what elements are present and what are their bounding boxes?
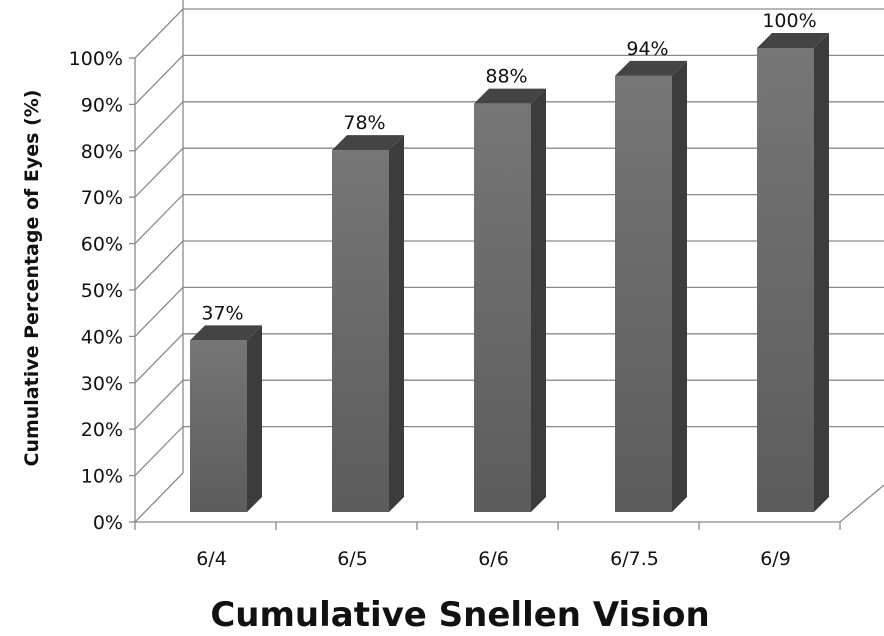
data-label: 100%	[762, 10, 816, 32]
floor-edge	[133, 472, 884, 523]
x-tick-label: 6/5	[337, 548, 368, 570]
y-tick-label: 20%	[81, 419, 123, 441]
bar-top	[474, 88, 546, 104]
y-tick-label: 70%	[81, 187, 123, 209]
bar	[474, 88, 546, 513]
x-tick-label: 6/6	[478, 548, 509, 570]
y-tick-label: 0%	[93, 512, 123, 534]
data-labels: 37% 78% 88% 94% 100%	[201, 10, 816, 324]
bar-side	[531, 88, 546, 513]
x-axis-title: Cumulative Snellen Vision	[210, 595, 709, 635]
data-label: 88%	[485, 66, 527, 88]
bar-front	[615, 75, 672, 512]
y-tick-label: 50%	[81, 280, 123, 302]
x-tick-labels: 6/4 6/5 6/6 6/7.5 6/9	[196, 548, 791, 570]
y-tick-label: 10%	[81, 466, 123, 488]
y-tick-label: 30%	[81, 373, 123, 395]
bars	[190, 33, 829, 513]
bar-top	[615, 60, 687, 76]
bar-side	[672, 60, 687, 513]
bar-front	[757, 48, 814, 512]
bar	[615, 60, 687, 513]
data-label: 37%	[201, 302, 243, 324]
bar	[757, 33, 829, 512]
x-tick-label: 6/9	[760, 548, 791, 570]
bar	[332, 135, 404, 512]
bar	[190, 325, 262, 512]
bar-top	[332, 135, 404, 151]
bar-top	[757, 33, 829, 48]
bar-front	[474, 103, 531, 513]
bar-side	[247, 325, 262, 512]
x-tick-label: 6/4	[196, 548, 227, 570]
bar-top	[190, 325, 262, 341]
y-tick-label: 90%	[81, 94, 123, 116]
y-tick-label: 40%	[81, 326, 123, 348]
axes	[129, 0, 884, 530]
x-tick-label: 6/7.5	[610, 548, 659, 570]
bar-side	[389, 135, 404, 512]
bar-front	[332, 150, 389, 512]
data-label: 78%	[343, 112, 385, 134]
y-tick-label: 100%	[69, 48, 123, 70]
bar-front	[190, 340, 247, 512]
data-label: 94%	[626, 38, 668, 60]
y-tick-label: 80%	[81, 141, 123, 163]
y-axis-label: Cumulative Percentage of Eyes (%)	[21, 90, 43, 467]
bar-side	[814, 33, 829, 512]
y-tick-labels: 0% 10% 20% 30% 40% 50% 60% 70% 80% 90% 100%	[69, 48, 123, 534]
y-tick-label: 60%	[81, 234, 123, 256]
